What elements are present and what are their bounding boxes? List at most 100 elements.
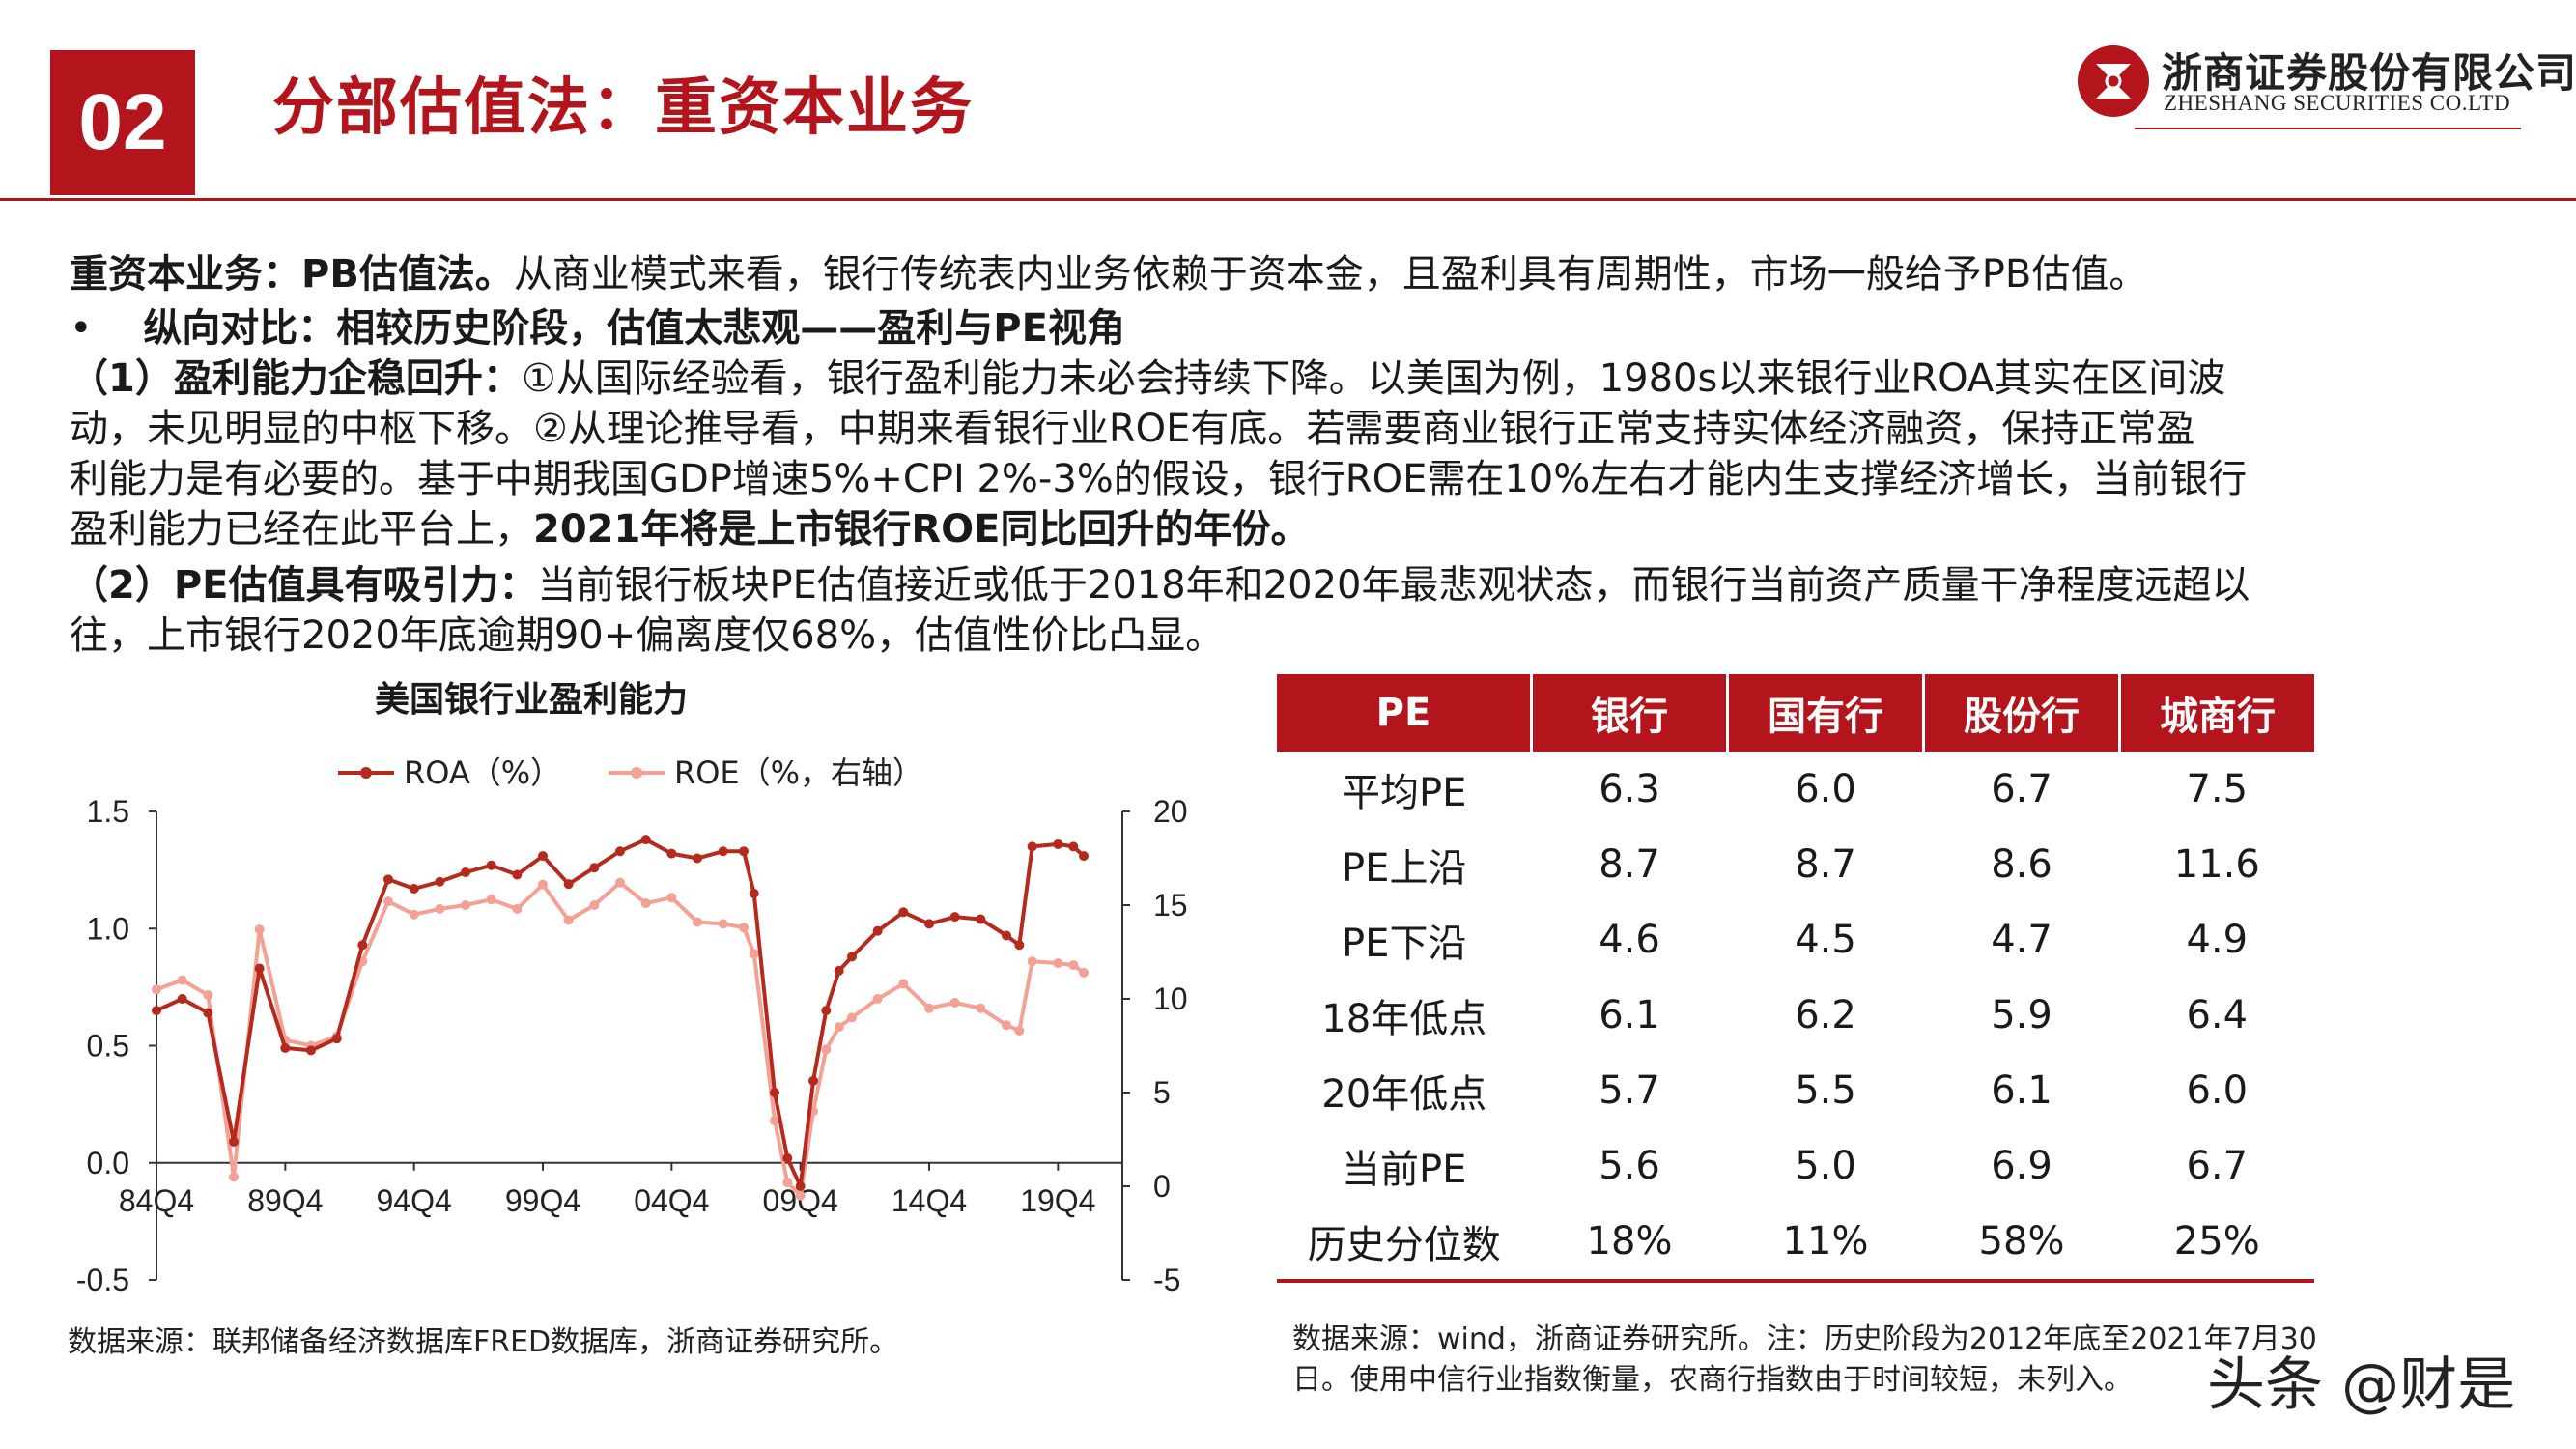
table-cell: 4.6 bbox=[1599, 918, 1660, 962]
intro-line: 重资本业务：PB估值法。从商业模式来看，银行传统表内业务依赖于资本金，且盈利具有… bbox=[70, 249, 2484, 299]
roe-point bbox=[693, 917, 702, 927]
point1-text-4: 盈利能力已经在此平台上， bbox=[70, 507, 533, 552]
roa-point bbox=[383, 874, 393, 885]
roe-point bbox=[203, 990, 213, 1001]
roe-legend-label: ROE（%，右轴） bbox=[674, 754, 923, 791]
table-cell: 6.7 bbox=[2186, 1144, 2249, 1188]
point1-line3: 利能力是有必要的。基于中期我国GDP增速5%+CPI 2%-3%的假设，银行RO… bbox=[70, 457, 2248, 501]
roa-point bbox=[409, 884, 419, 895]
roa-legend-marker bbox=[360, 767, 372, 779]
roa-point bbox=[808, 1075, 818, 1086]
table-cell: 平均PE bbox=[1342, 771, 1467, 815]
roa-series-line bbox=[156, 838, 1086, 1188]
table-cell: PE下沿 bbox=[1342, 922, 1467, 966]
x-tick-label: 14Q4 bbox=[892, 1183, 967, 1218]
point2-line2: 往，上市银行2020年底逾期90+偏离度仅68%，估值性价比凸显。 bbox=[70, 613, 1225, 658]
table-cell: 6.2 bbox=[1795, 993, 1856, 1037]
roe-point bbox=[739, 923, 749, 933]
table-cell: 5.5 bbox=[1795, 1068, 1856, 1113]
roa-point bbox=[306, 1045, 316, 1056]
right-tick-label: 15 bbox=[1153, 888, 1188, 923]
left-tick-label: 0.5 bbox=[87, 1029, 129, 1064]
table-cell: 5.6 bbox=[1599, 1144, 1660, 1188]
roa-point bbox=[435, 876, 445, 887]
point1-line2: 动，未见明显的中枢下移。②从理论推导看，中期来看银行业ROE有底。若需要商业银行… bbox=[70, 407, 2195, 451]
roe-point bbox=[749, 949, 759, 959]
roa-point bbox=[589, 863, 600, 873]
roa-point bbox=[821, 1006, 832, 1016]
roe-point bbox=[872, 994, 883, 1004]
roa-point bbox=[640, 835, 651, 845]
table-cell: 5.9 bbox=[1991, 993, 2052, 1037]
table-cell: 8.7 bbox=[1795, 842, 1856, 887]
logo-company-name-en: ZHESHANG SECURITIES CO.LTD bbox=[2164, 91, 2511, 115]
header-cell: 国有行 bbox=[1727, 674, 1925, 752]
point2-heading: （2）PE估值具有吸引力： bbox=[70, 563, 538, 608]
roe-point bbox=[1027, 956, 1037, 967]
chart-source: 数据来源：联邦储备经济数据库FRED数据库，浙商证券研究所。 bbox=[68, 1325, 899, 1359]
roe-point bbox=[782, 1178, 793, 1188]
roe-point bbox=[229, 1172, 239, 1182]
right-tick-label: 5 bbox=[1153, 1075, 1171, 1110]
table-source-line1: 数据来源：wind，浙商证券研究所。注：历史阶段为2012年底至2021年7月3… bbox=[1292, 1322, 2317, 1356]
table-cell: PE上沿 bbox=[1342, 846, 1467, 891]
roe-point bbox=[435, 903, 445, 914]
roe-point bbox=[1002, 1020, 1011, 1031]
table-cell: 4.9 bbox=[2186, 918, 2249, 962]
table-cell: 18% bbox=[1531, 1204, 1728, 1283]
table-cell: 6.1 bbox=[1991, 1068, 2052, 1113]
header-cell: 银行 bbox=[1531, 674, 1729, 752]
roa-point bbox=[1027, 841, 1037, 852]
roe-point bbox=[461, 900, 470, 910]
table-row: PE下沿 4.6 4.5 4.7 4.9 bbox=[1277, 902, 2314, 978]
table-cell: 当前PE bbox=[1342, 1148, 1467, 1192]
watermark: 头条 @财是 bbox=[2207, 1351, 2516, 1419]
roe-legend-marker bbox=[631, 767, 642, 779]
roa-point bbox=[666, 848, 677, 859]
roe-point bbox=[666, 893, 677, 903]
table-cell: 4.7 bbox=[1991, 918, 2052, 962]
roa-point bbox=[512, 869, 523, 880]
point1-conclusion: 2021年将是上市银行ROE同比回升的年份。 bbox=[533, 507, 1310, 552]
table-row: 平均PE 6.3 6.0 6.7 7.5 bbox=[1277, 752, 2314, 827]
right-tick-label: 10 bbox=[1153, 981, 1188, 1016]
roe-point bbox=[1068, 960, 1079, 971]
roe-point bbox=[512, 903, 523, 914]
roe-point bbox=[847, 1012, 857, 1023]
x-tick-label: 19Q4 bbox=[1020, 1183, 1095, 1218]
roa-point bbox=[847, 952, 857, 962]
right-tick-label: 20 bbox=[1153, 794, 1188, 829]
table-header-row: PE 银行 国有行 股份行 城商行 bbox=[1277, 674, 2314, 752]
roa-point bbox=[693, 853, 702, 864]
roe-point bbox=[383, 896, 393, 907]
right-tick-label: -5 bbox=[1153, 1263, 1180, 1297]
roa-point bbox=[177, 994, 187, 1004]
section-number-badge: 02 bbox=[50, 50, 195, 195]
roe-point bbox=[177, 975, 187, 985]
table-cell: 8.6 bbox=[1991, 842, 2052, 887]
table-cell: 6.1 bbox=[1599, 993, 1660, 1037]
roa-point bbox=[486, 860, 496, 870]
roa-point bbox=[770, 1088, 779, 1097]
table-row: PE上沿 8.7 8.7 8.6 11.6 bbox=[1277, 827, 2314, 902]
table-cell: 18年低点 bbox=[1321, 997, 1487, 1041]
x-tick-label: 94Q4 bbox=[377, 1183, 452, 1218]
roa-point bbox=[152, 1006, 161, 1016]
table-row: 20年低点 5.7 5.5 6.1 6.0 bbox=[1277, 1053, 2314, 1128]
zheshang-logo-icon bbox=[2078, 45, 2149, 117]
intro-text: 从商业模式来看，银行传统表内业务依赖于资本金，且盈利具有周期性，市场一般给予PB… bbox=[513, 252, 2148, 297]
roe-point bbox=[898, 979, 909, 989]
roe-point bbox=[976, 1003, 986, 1013]
page-title: 分部估值法：重资本业务 bbox=[272, 72, 974, 144]
roa-point bbox=[229, 1136, 239, 1147]
table-cell: 6.4 bbox=[2186, 993, 2249, 1037]
table-cell: 6.9 bbox=[1991, 1144, 2052, 1188]
table-cell: 8.7 bbox=[1599, 842, 1660, 887]
roe-point bbox=[1014, 1025, 1025, 1036]
table-row: 当前PE 5.6 5.0 6.9 6.7 bbox=[1277, 1128, 2314, 1204]
header-cell: 股份行 bbox=[1923, 674, 2121, 752]
left-tick-label: -0.5 bbox=[76, 1263, 129, 1297]
x-tick-label: 04Q4 bbox=[634, 1183, 709, 1218]
x-tick-label: 84Q4 bbox=[119, 1183, 194, 1218]
bullet-heading: 纵向对比：相较历史阶段，估值太悲观——盈利与PE视角 bbox=[143, 306, 1125, 351]
